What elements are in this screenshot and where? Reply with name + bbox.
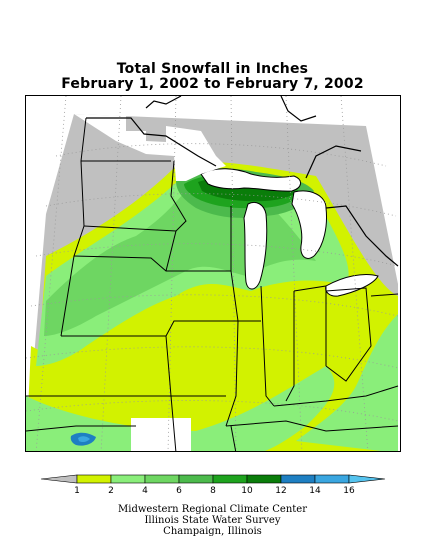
snowfall-map-svg: [26, 96, 400, 451]
legend-swatch-b10_12: [246, 474, 282, 484]
legend-tick-label: 6: [176, 486, 182, 496]
lake-michigan: [243, 201, 268, 290]
color-legend: 1 2 4 6 8 10 12 14 16: [40, 474, 386, 496]
legend-tick-label: 2: [108, 486, 114, 496]
legend-swatch-b2_4: [110, 474, 146, 484]
legend-tick-label: 16: [343, 486, 355, 496]
legend-swatch-over-16: [348, 474, 386, 484]
legend-tick-label: 4: [142, 486, 148, 496]
state-borders: [26, 117, 399, 451]
legend-swatch-b4_6: [144, 474, 180, 484]
credit-line-2: Illinois State Water Survey: [144, 515, 281, 526]
legend-swatch-b8_10: [212, 474, 248, 484]
legend-swatch-b14_16: [314, 474, 350, 484]
zone-2-4-inch-east: [296, 314, 398, 451]
legend-swatch-b6_8: [178, 474, 214, 484]
legend-swatch-b1_2: [76, 474, 112, 484]
lake-erie: [325, 273, 379, 297]
no-data-north: [74, 114, 226, 181]
no-data-south: [131, 418, 191, 451]
map-title: Total Snowfall in Inches: [116, 61, 309, 77]
legend-tick-label: 14: [309, 486, 321, 496]
legend-swatch-b12_14: [280, 474, 316, 484]
credit-line-3: Champaign, Illinois: [163, 526, 262, 537]
zone-2-4-inch-south: [26, 366, 335, 451]
credit-line-1: Midwestern Regional Climate Center: [118, 504, 307, 515]
graticule: [26, 96, 399, 451]
legend-tick-label: 12: [275, 486, 286, 496]
lake-superior: [200, 168, 301, 192]
map-date-range: February 1, 2002 to February 7, 2002: [61, 76, 364, 92]
legend-color-bar: [40, 474, 386, 484]
zone-14-16-inch-sw: [78, 436, 90, 443]
legend-tick-label: 8: [210, 486, 216, 496]
legend-swatch-under-1: [40, 474, 78, 484]
international-border: [86, 96, 399, 267]
snowfall-map: [25, 95, 401, 452]
legend-tick-label: 1: [74, 486, 80, 496]
legend-tick-labels: 1 2 4 6 8 10 12 14 16: [74, 486, 355, 496]
lake-huron: [291, 190, 327, 259]
legend-tick-label: 10: [241, 486, 253, 496]
